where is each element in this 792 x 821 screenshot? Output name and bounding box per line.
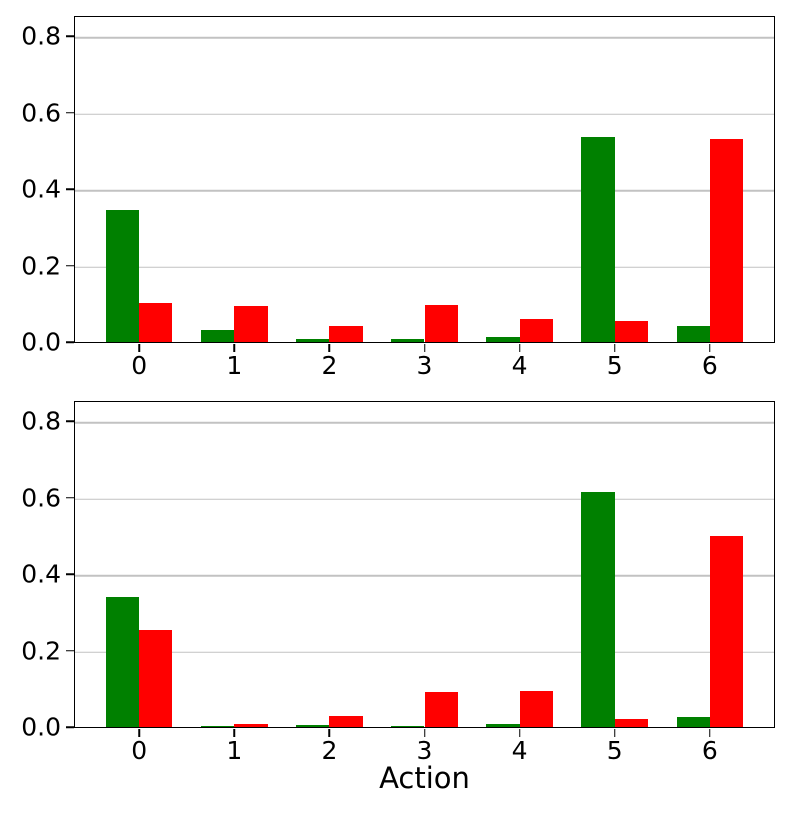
- y-tick-mark: [65, 649, 74, 652]
- top-subplot-axes: 0.0 0.2 0.4 0.6 0.8 0 1 2 3 4 5 6: [21, 16, 775, 378]
- bar-red-2: [329, 716, 363, 727]
- x-axis-label: Action: [379, 761, 470, 795]
- x-tick-mark: [138, 728, 140, 737]
- x-tick-label: 0: [131, 351, 148, 380]
- x-tick-label: 5: [606, 351, 623, 380]
- bar-red-4: [519, 690, 553, 727]
- bar-red-0: [139, 629, 173, 727]
- y-gridline: [75, 36, 774, 39]
- x-tick-mark: [518, 343, 521, 352]
- x-tick-label: 2: [321, 736, 338, 765]
- x-tick-mark: [138, 343, 140, 352]
- y-tick-mark: [65, 188, 74, 190]
- bar-green-2: [296, 339, 330, 342]
- x-tick-label: 1: [226, 736, 243, 765]
- y-tick-mark: [65, 341, 74, 343]
- bottom-subplot-axes: 0.0 0.2 0.4 0.6 0.8 0 1 2 3 4 5 6: [21, 401, 775, 763]
- y-gridline: [75, 189, 774, 192]
- x-tick-mark: [233, 343, 236, 352]
- bar-green-4: [486, 337, 520, 342]
- x-tick-mark: [328, 343, 331, 352]
- x-tick-mark: [709, 343, 711, 352]
- y-tick-label: 0.0: [21, 712, 61, 742]
- y-gridline: [75, 574, 774, 577]
- y-tick-mark: [65, 264, 74, 267]
- y-gridline: [75, 113, 774, 115]
- bar-green-6: [676, 325, 710, 342]
- y-tick-label: 0.4: [21, 174, 61, 204]
- y-tick-label: 0.2: [21, 636, 61, 666]
- bar-green-1: [201, 329, 235, 342]
- y-tick-mark: [65, 420, 74, 422]
- bar-red-5: [614, 320, 648, 342]
- bar-red-1: [234, 306, 268, 342]
- bar-green-3: [391, 338, 425, 342]
- bar-green-0: [105, 597, 140, 727]
- x-tick-label: 4: [511, 351, 528, 380]
- bar-green-5: [581, 137, 615, 342]
- y-tick-label: 0.8: [21, 406, 61, 436]
- y-tick-mark: [65, 111, 74, 114]
- bar-green-1: [201, 726, 235, 727]
- bar-red-3: [424, 304, 458, 342]
- x-tick-label: 4: [511, 736, 528, 765]
- x-tick-label: 0: [131, 736, 148, 765]
- bar-red-5: [614, 719, 648, 727]
- x-tick-mark: [233, 728, 236, 737]
- x-tick-label: 1: [226, 351, 243, 380]
- y-tick-label: 0.6: [21, 483, 61, 513]
- y-gridline: [75, 421, 774, 424]
- x-tick-mark: [709, 728, 711, 737]
- y-tick-label: 0.8: [21, 21, 61, 51]
- x-tick-label: 3: [416, 736, 433, 765]
- bar-red-0: [139, 302, 173, 342]
- bar-red-4: [519, 319, 553, 342]
- bar-green-4: [486, 723, 520, 727]
- x-tick-label: 5: [606, 736, 623, 765]
- x-tick-mark: [518, 728, 521, 737]
- x-tick-mark: [423, 728, 426, 737]
- x-tick-label: 2: [321, 351, 338, 380]
- bar-red-2: [329, 325, 363, 342]
- y-tick-label: 0.4: [21, 559, 61, 589]
- y-tick-label: 0.2: [21, 251, 61, 281]
- y-gridline: [75, 651, 774, 653]
- x-tick-mark: [613, 728, 616, 737]
- y-gridline: [75, 266, 774, 268]
- x-tick-label: 6: [701, 351, 718, 380]
- bar-red-3: [424, 691, 458, 727]
- x-tick-mark: [423, 343, 426, 352]
- x-tick-label: 3: [416, 351, 433, 380]
- y-tick-mark: [65, 726, 74, 728]
- bar-green-3: [391, 725, 425, 727]
- bar-green-0: [105, 210, 140, 342]
- bar-red-6: [709, 535, 744, 727]
- bar-red-1: [234, 723, 268, 727]
- y-tick-mark: [65, 573, 74, 575]
- y-gridline: [75, 498, 774, 500]
- y-tick-mark: [65, 496, 74, 499]
- bar-green-6: [676, 717, 710, 727]
- y-tick-label: 0.0: [21, 327, 61, 357]
- x-tick-mark: [328, 728, 331, 737]
- y-tick-mark: [65, 35, 74, 37]
- y-tick-label: 0.6: [21, 98, 61, 128]
- bar-red-6: [709, 139, 744, 342]
- x-tick-mark: [613, 343, 616, 352]
- x-tick-label: 6: [701, 736, 718, 765]
- bar-green-2: [296, 725, 330, 727]
- bar-green-5: [581, 491, 615, 727]
